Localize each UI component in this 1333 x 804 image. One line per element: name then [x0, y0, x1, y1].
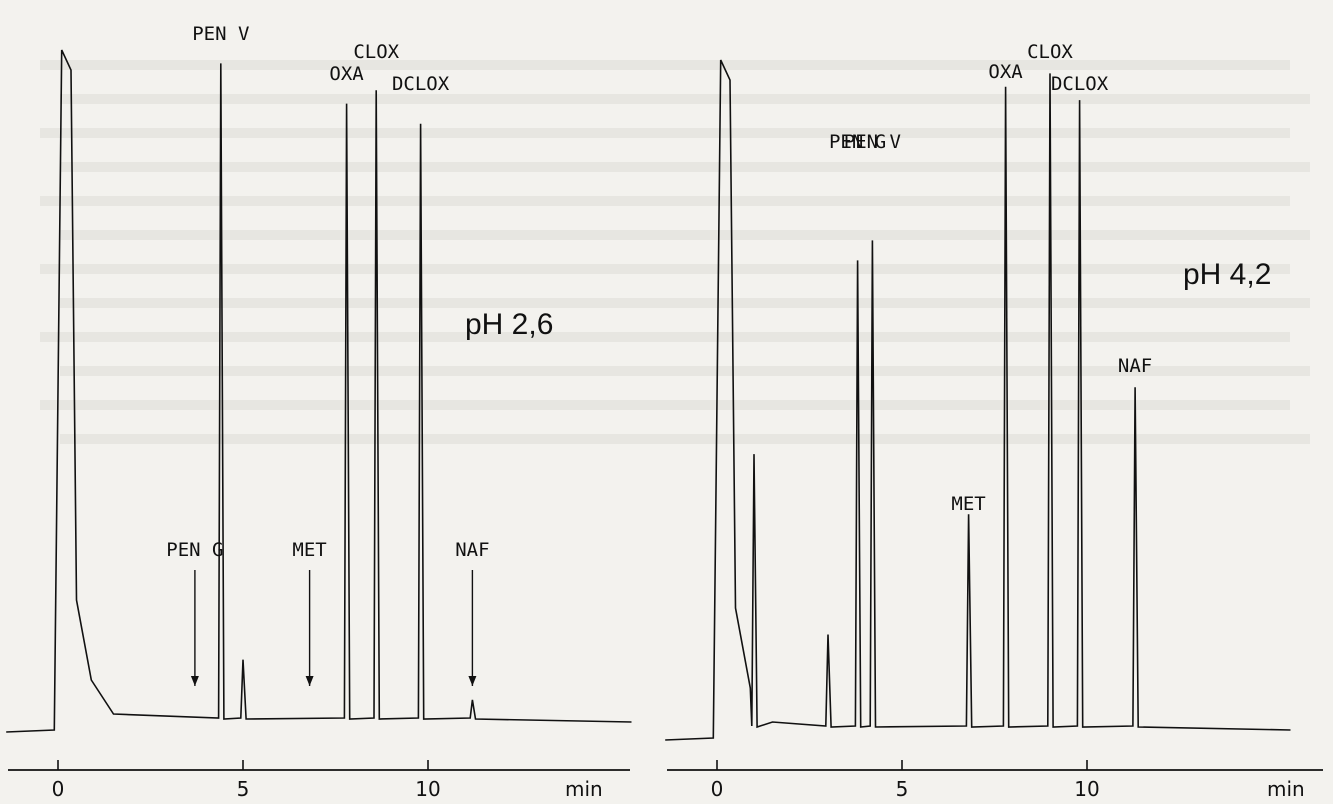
bleed-line [60, 366, 1310, 376]
bleed-line [40, 400, 1290, 410]
x-tick-label: 10 [415, 777, 440, 801]
bleed-line [40, 128, 1290, 138]
peak-label: MET [292, 539, 326, 561]
peak-arrow-head [305, 676, 314, 686]
x-tick-label: 10 [1074, 777, 1099, 801]
peak-arrow-head [468, 676, 477, 686]
ph-annotation: pH 2,6 [465, 308, 553, 341]
bleed-line [60, 162, 1310, 172]
x-axis-unit-label: min [1267, 777, 1305, 801]
chromatogram-trace [6, 49, 632, 733]
peak-label: OXA [988, 61, 1023, 83]
bleed-line [40, 196, 1290, 206]
x-tick-label: 0 [52, 777, 65, 801]
background-text-bleed [40, 60, 1310, 444]
peak-label: PEN V [192, 23, 249, 45]
peak-label: PEN G [829, 131, 886, 153]
x-tick-label: 0 [711, 777, 724, 801]
chromatogram-trace [665, 59, 1291, 741]
peak-label: MET [951, 493, 985, 515]
bleed-line [60, 298, 1310, 308]
ph-annotation: pH 4,2 [1183, 258, 1271, 291]
peak-label: CLOX [353, 41, 399, 63]
x-tick-label: 5 [896, 777, 909, 801]
peak-label: NAF [455, 539, 489, 561]
peak-label: DCLOX [392, 73, 450, 95]
peak-label: OXA [329, 63, 364, 85]
bleed-line [60, 230, 1310, 240]
bleed-line [60, 94, 1310, 104]
bleed-line [40, 264, 1290, 274]
bleed-line [60, 434, 1310, 444]
x-tick-label: 5 [237, 777, 250, 801]
peak-label: NAF [1118, 355, 1152, 377]
bleed-line [40, 60, 1290, 70]
x-axis-unit-label: min [565, 777, 603, 801]
peak-label: CLOX [1027, 41, 1073, 63]
peak-arrow-head [190, 676, 199, 686]
peak-label: PEN V [844, 131, 901, 153]
peak-label: PEN G [166, 539, 223, 561]
bleed-line [40, 332, 1290, 342]
peak-label: DCLOX [1051, 73, 1109, 95]
